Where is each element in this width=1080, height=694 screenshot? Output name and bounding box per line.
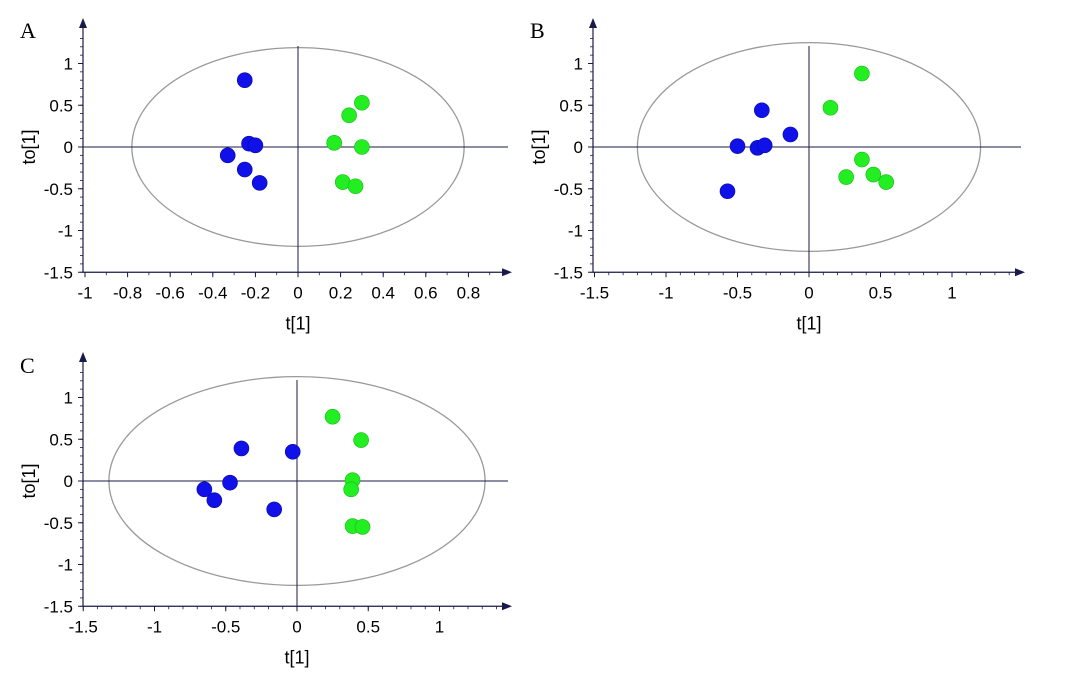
scatter-point-group1	[754, 102, 770, 119]
scatter-point-group2	[822, 99, 839, 116]
scatter-point-group2	[838, 169, 854, 185]
scatter-point-group1	[729, 138, 746, 154]
x-tick-label: 0.6	[414, 283, 438, 302]
x-tick-label: -0.4	[198, 283, 227, 302]
panel-a: A -1 -0.8 -0.6 -0.4 -0.2 0 0.2 0.4 0.6 0.8 1 0.5 0 -0.…	[19, 18, 512, 333]
y-tick-label: 0.5	[559, 96, 583, 115]
scatter-point-group2	[354, 139, 370, 155]
scatter-point-group1	[233, 440, 250, 457]
x-tick-label: -1	[658, 283, 673, 302]
scatter-point-group1	[782, 126, 799, 143]
y-tick-label: 0	[64, 472, 73, 491]
y-tick-label: 1	[574, 55, 583, 74]
y-tick-label: 0	[574, 138, 583, 157]
y-axis-title: to[1]	[19, 463, 39, 498]
scatter-point-group2	[354, 94, 370, 111]
scatter-point-group2	[854, 65, 870, 82]
scatter-point-group2	[878, 174, 895, 190]
panel-b: B -1.5 -1 -0.5 0 0.5 1 1 0.5 0 -0.5 -1 -1.5 t[1] to[1]	[529, 18, 1025, 333]
scatter-point-group1	[222, 474, 238, 491]
scatter-point-group1	[196, 481, 213, 498]
x-tick-label: 0	[292, 617, 301, 636]
y-tick-label: -0.5	[44, 514, 73, 533]
scatter-point-group2	[347, 178, 364, 195]
x-axis-arrow-icon	[502, 602, 512, 611]
x-tick-label: -0.5	[723, 283, 752, 302]
x-axis-arrow-icon	[1015, 268, 1025, 277]
panel-label: B	[530, 18, 545, 43]
x-tick-label: -1.5	[69, 617, 98, 636]
x-axis-title: t[1]	[284, 647, 309, 667]
scatter-point-group1	[247, 137, 264, 154]
scatter-point-group1	[219, 147, 236, 164]
x-tick-label: 0.8	[457, 283, 481, 302]
x-tick-label: -1.5	[580, 283, 609, 302]
scatter-point-group2	[326, 135, 343, 151]
y-tick-label: -1.5	[554, 263, 583, 282]
y-axis-arrow-icon	[79, 18, 87, 28]
scatter-point-group1	[206, 492, 223, 509]
x-tick-label: -0.6	[156, 283, 185, 302]
y-tick-label: -1	[58, 556, 73, 575]
x-tick-label: 1	[435, 617, 444, 636]
x-tick-label: -1	[77, 283, 92, 302]
x-tick-label: 0.2	[329, 283, 353, 302]
x-tick-label: 0	[293, 283, 302, 302]
x-tick-label: 0.4	[371, 283, 395, 302]
y-axis-arrow-icon	[589, 18, 597, 28]
y-axis-arrow-icon	[79, 352, 87, 362]
x-tick-label: -1	[147, 617, 162, 636]
scatter-point-group1	[719, 183, 736, 200]
x-axis-title: t[1]	[285, 313, 310, 333]
scatter-point-group2	[865, 166, 882, 183]
scatter-point-group1	[756, 137, 773, 154]
scatter-point-group2	[854, 151, 870, 168]
panel-label: C	[20, 353, 35, 378]
panel-label: A	[20, 18, 36, 43]
x-axis-arrow-icon	[502, 268, 512, 277]
y-tick-label: -1.5	[44, 597, 73, 616]
y-tick-label: 0.5	[49, 96, 73, 115]
scatter-point-group1	[266, 501, 283, 518]
scatter-point-group1	[284, 443, 301, 460]
y-tick-label: 1	[64, 55, 73, 74]
scatter-point-group2	[324, 408, 341, 425]
scatter-point-group2	[354, 519, 371, 535]
x-tick-label: 0.5	[869, 283, 893, 302]
x-tick-label: 0.5	[356, 617, 380, 636]
y-tick-label: 0.5	[49, 430, 73, 449]
x-axis-title: t[1]	[796, 313, 821, 333]
x-tick-label: -0.2	[241, 283, 270, 302]
y-tick-label: 0	[64, 138, 73, 157]
y-tick-label: -1	[58, 222, 73, 241]
scatter-point-group1	[236, 161, 253, 178]
x-tick-label: -0.8	[113, 283, 142, 302]
x-tick-label: 1	[947, 283, 956, 302]
y-tick-label: -1.5	[44, 263, 73, 282]
y-tick-label: -1	[568, 222, 583, 241]
scatter-point-group1	[251, 175, 268, 191]
y-axis-title: to[1]	[19, 129, 39, 164]
scatter-point-group2	[353, 432, 369, 448]
scatter-point-group1	[236, 72, 253, 88]
y-tick-label: -0.5	[554, 180, 583, 199]
y-tick-label: 1	[64, 389, 73, 408]
scatter-point-group2	[343, 481, 359, 498]
x-tick-label: 0	[804, 283, 813, 302]
scatter-point-group2	[341, 107, 357, 124]
x-tick-label: -0.5	[211, 617, 240, 636]
y-tick-label: -0.5	[44, 180, 73, 199]
y-axis-title: to[1]	[529, 129, 549, 164]
panel-c: C -1.5 -1 -0.5 0 0.5 1 1 0.5 0 -0.5 -1 -1.5 t[1] to[1]	[19, 352, 512, 667]
